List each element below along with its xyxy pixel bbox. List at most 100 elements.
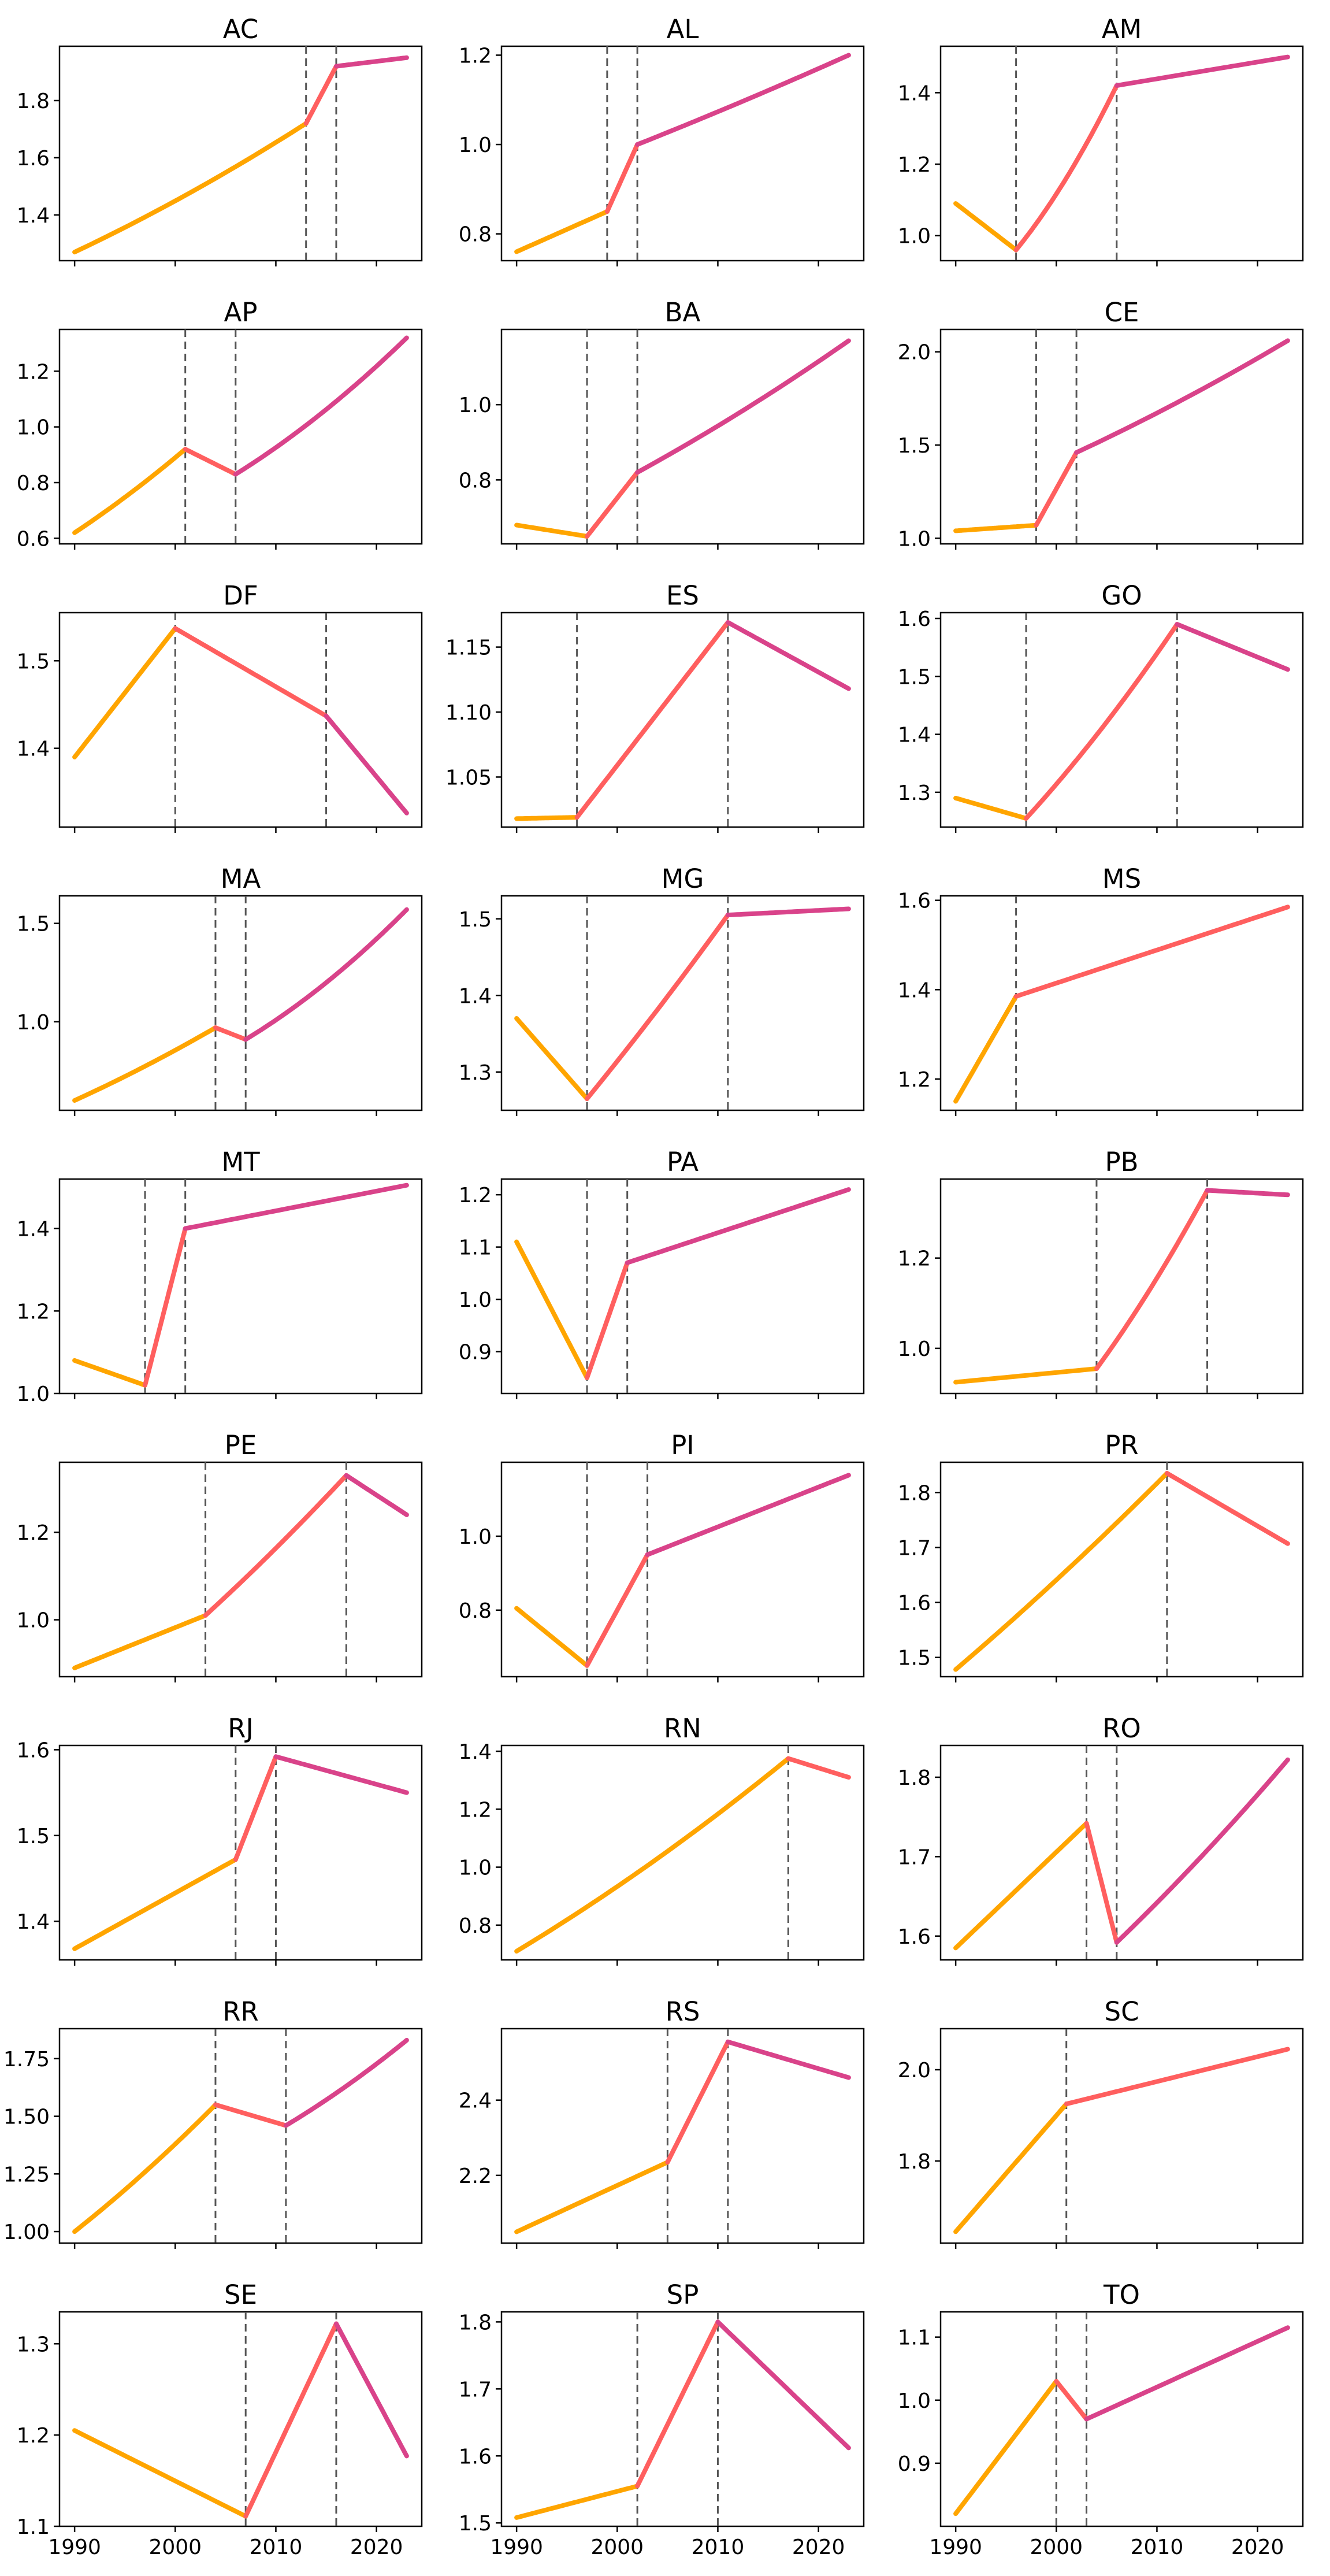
- x-tick-label: 2020: [1231, 2536, 1284, 2559]
- trend-segment-2: [585, 1260, 630, 1380]
- trend-segment-2: [604, 142, 640, 214]
- trend-segment-1: [953, 1821, 1089, 1951]
- y-tick-label: 1.05: [445, 766, 492, 790]
- y-tick-label: 1.1: [17, 2515, 50, 2539]
- panel-ma: MA 1.0 1.5: [17, 863, 423, 1116]
- y-tick-label: 1.4: [17, 204, 50, 228]
- plot-frame-df: [58, 611, 423, 828]
- y-tick-label: 1.5: [17, 1825, 50, 1848]
- y-tick-label: 1.4: [17, 1218, 50, 1241]
- plot-frame-ms: [939, 895, 1304, 1111]
- y-tick-label: 1.00: [3, 2221, 50, 2244]
- trend-segment-3: [725, 620, 851, 691]
- plot-frame-go: [939, 611, 1304, 828]
- trend-segment-1: [72, 1358, 147, 1388]
- panel-pr: PR 1.5 1.6 1.7 1.8: [898, 1430, 1304, 1682]
- y-tick-label: 1.8: [898, 1481, 931, 1505]
- y-tick-label: 1.4: [898, 81, 931, 105]
- y-tick-label: 1.6: [17, 147, 50, 171]
- trend-segment-3: [645, 1473, 851, 1557]
- panel-sc: SC 1.8 2.0: [898, 1996, 1304, 2249]
- y-tick-label: 1.8: [898, 2150, 931, 2174]
- trend-segment-1: [72, 121, 309, 255]
- plot-frame-rs: [500, 2028, 865, 2244]
- panel-title-se: SE: [224, 2280, 257, 2310]
- y-tick-label: 1.3: [459, 1061, 492, 1085]
- trend-segment-1: [953, 2101, 1069, 2234]
- plot-frame-pr: [939, 1461, 1304, 1678]
- trend-segment-3: [1074, 338, 1290, 455]
- panel-to: TO 0.9 1.0 1.1 1990 2000 2010 2020: [898, 2280, 1304, 2559]
- panel-title-ro: RO: [1102, 1713, 1141, 1744]
- trend-segment-1: [953, 522, 1039, 533]
- trend-segment-2: [143, 1226, 188, 1388]
- y-tick-label: 0.9: [459, 1341, 492, 1365]
- y-tick-label: 1.0: [898, 2389, 931, 2413]
- panel-ba: BA 0.8 1.0: [459, 297, 865, 550]
- trend-segment-3: [725, 2039, 851, 2080]
- trend-segment-2: [1084, 1821, 1119, 1945]
- y-tick-label: 1.15: [445, 636, 492, 660]
- plot-frame-ma: [58, 895, 423, 1111]
- panel-se: SE 1.1 1.2 1.3 1990 2000 2010 2020: [17, 2280, 423, 2559]
- trend-segment-2: [585, 1552, 650, 1668]
- panel-title-rn: RN: [664, 1713, 701, 1744]
- y-tick-label: 1.8: [459, 2311, 492, 2334]
- panel-title-to: TO: [1103, 2280, 1140, 2310]
- plot-frame-pb: [939, 1178, 1304, 1395]
- panel-title-ma: MA: [221, 863, 261, 894]
- panel-es: ES 1.05 1.10 1.15: [445, 580, 865, 833]
- y-tick-label: 1.75: [3, 2048, 50, 2071]
- y-tick-label: 1.4: [898, 978, 931, 1002]
- y-tick-label: 1.4: [17, 1910, 50, 1934]
- panel-title-go: GO: [1101, 580, 1142, 611]
- panel-title-pr: PR: [1105, 1430, 1138, 1461]
- panel-title-pe: PE: [225, 1430, 257, 1461]
- trend-segment-1: [514, 209, 610, 254]
- y-tick-label: 1.4: [459, 1740, 492, 1764]
- trend-segment-2: [213, 1025, 248, 1042]
- trend-segment-2: [786, 1756, 851, 1780]
- trend-segment-2: [1013, 83, 1119, 253]
- y-tick-label: 1.5: [898, 665, 931, 689]
- panel-title-rr: RR: [222, 1996, 259, 2027]
- trend-segment-3: [1205, 1188, 1290, 1198]
- trend-segment-2: [1024, 622, 1180, 821]
- trend-segment-1: [514, 522, 589, 539]
- y-tick-label: 1.3: [898, 781, 931, 805]
- trend-segment-1: [953, 201, 1019, 253]
- y-tick-label: 1.0: [459, 1288, 492, 1312]
- plot-frame-to: [939, 2311, 1304, 2527]
- y-tick-label: 1.0: [17, 416, 50, 440]
- trend-segment-1: [953, 2379, 1059, 2516]
- panel-go: GO 1.3 1.4 1.5 1.6: [898, 580, 1304, 833]
- trend-segment-2: [1054, 2379, 1089, 2422]
- y-tick-label: 1.0: [898, 527, 931, 551]
- trend-segment-2: [303, 64, 339, 126]
- trend-segment-3: [243, 907, 409, 1042]
- y-tick-label: 1.25: [3, 2163, 50, 2186]
- trend-segment-3: [183, 1183, 409, 1231]
- x-tick-label: 1990: [48, 2536, 101, 2559]
- trend-segment-1: [514, 1606, 589, 1668]
- y-tick-label: 1.1: [898, 2326, 931, 2350]
- trend-segment-2: [183, 447, 238, 477]
- y-tick-label: 2.0: [898, 341, 931, 365]
- y-tick-label: 1.2: [898, 153, 931, 177]
- y-tick-label: 1.2: [17, 2424, 50, 2448]
- trend-segment-1: [72, 626, 178, 759]
- trend-segment-1: [514, 1756, 791, 1954]
- panel-title-ba: BA: [665, 297, 701, 328]
- trend-segment-2: [1164, 1471, 1290, 1546]
- trend-segment-1: [514, 1016, 589, 1102]
- panel-rs: RS 2.2 2.4: [459, 1996, 865, 2249]
- plot-frame-pi: [500, 1461, 865, 1678]
- trend-segment-1: [514, 2484, 640, 2520]
- panel-title-ap: AP: [224, 297, 258, 328]
- y-tick-label: 1.6: [898, 1925, 931, 1949]
- panel-title-pi: PI: [671, 1430, 694, 1461]
- trend-segment-1: [514, 1239, 589, 1380]
- y-tick-label: 1.4: [17, 737, 50, 761]
- y-tick-label: 1.8: [898, 1766, 931, 1790]
- y-tick-label: 1.2: [898, 1247, 931, 1271]
